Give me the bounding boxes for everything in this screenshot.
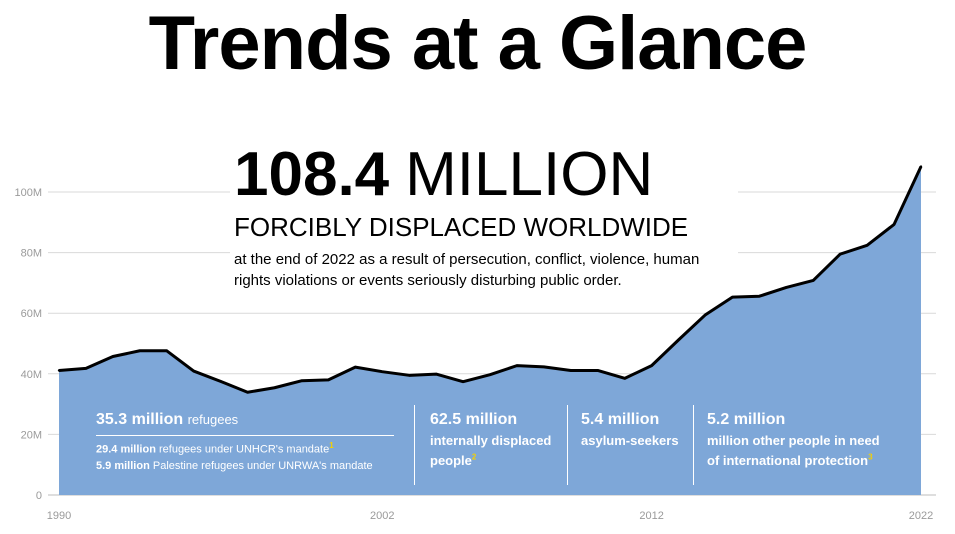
data-point (138, 349, 142, 352)
data-point (650, 364, 653, 367)
data-point (623, 377, 626, 380)
asylum-line1: asylum-seekers (581, 433, 679, 448)
data-point (219, 380, 222, 383)
data-point (596, 369, 599, 372)
data-point (273, 386, 276, 389)
other-total: 5.2 million (707, 411, 786, 428)
other-caption: 5.2 million million other people in need… (707, 411, 907, 470)
divider (567, 405, 568, 485)
headline-box: 108.4 MILLION FORCIBLY DISPLACED WORLDWID… (230, 142, 738, 295)
other-line1: million other people in need (707, 433, 880, 448)
footnote-3: 3 (868, 452, 873, 462)
headline-description: at the end of 2022 as a result of persec… (234, 251, 700, 289)
refugees-divider (96, 435, 394, 436)
refugees-total: 35.3 million (96, 411, 184, 428)
x-axis: 1990 2002 2012 2022 (47, 510, 933, 522)
refugees-caption: 35.3 million refugees 29.4 million refug… (96, 411, 396, 475)
data-point (407, 374, 411, 377)
footnote-1: 1 (329, 441, 334, 450)
data-point (461, 380, 465, 383)
data-point (84, 367, 88, 370)
divider (693, 405, 694, 485)
data-point (892, 223, 896, 226)
idps-caption: 62.5 million internally displaced people… (430, 411, 570, 470)
data-point (192, 369, 195, 373)
data-point (381, 370, 384, 373)
x-tick-label: 2002 (370, 510, 394, 522)
other-line2: of international protection (707, 452, 869, 468)
y-tick-label: 60M (21, 308, 42, 320)
page-title: Trends at a Glance (148, 1, 808, 86)
refugees-line-unhcr: 29.4 million refugees under UNHCR's mand… (96, 441, 334, 456)
refugees-label: refugees (187, 412, 239, 427)
x-tick-label: 2022 (909, 510, 933, 522)
data-point (919, 165, 923, 168)
data-point (865, 244, 869, 247)
x-tick-label: 1990 (47, 510, 71, 522)
data-point (569, 369, 573, 372)
data-point (542, 365, 546, 369)
headline-number: 108.4 (234, 140, 390, 209)
data-point (354, 365, 357, 369)
data-point (758, 295, 761, 298)
data-point (111, 355, 115, 358)
footnote-2: 2 (471, 452, 477, 462)
data-point (165, 349, 168, 352)
data-point (57, 369, 61, 372)
data-point (488, 373, 492, 376)
y-tick-label: 100M (14, 187, 42, 199)
data-point (327, 378, 330, 382)
y-tick-label: 80M (21, 248, 42, 260)
y-tick-label: 0 (36, 490, 42, 502)
series-area (59, 166, 921, 495)
data-point (515, 364, 519, 367)
data-point (838, 252, 842, 256)
y-tick-label: 40M (21, 369, 42, 381)
divider (414, 405, 415, 485)
y-axis: 0 20M 40M 60M 80M 100M (14, 187, 42, 502)
idps-line1: internally displaced (430, 433, 552, 448)
idps-line2: people (430, 452, 472, 468)
data-point (731, 295, 734, 299)
data-point (677, 338, 680, 342)
y-tick-label: 20M (21, 429, 42, 441)
asylum-total: 5.4 million (581, 411, 660, 428)
plot-area (57, 165, 923, 495)
data-point (246, 391, 249, 394)
x-tick-label: 2012 (639, 510, 663, 522)
headline-subtitle: FORCIBLY DISPLACED WORLDWIDE (234, 212, 689, 242)
data-point (785, 286, 788, 289)
data-point (434, 372, 438, 376)
data-point (704, 313, 707, 316)
idps-total: 62.5 million (430, 411, 518, 428)
data-point (300, 379, 303, 382)
headline-unit: MILLION (405, 140, 654, 209)
asylum-caption: 5.4 million asylum-seekers (581, 411, 691, 451)
refugees-line-unrwa: 5.9 million Palestine refugees under UNR… (96, 460, 373, 473)
data-point (812, 279, 815, 282)
